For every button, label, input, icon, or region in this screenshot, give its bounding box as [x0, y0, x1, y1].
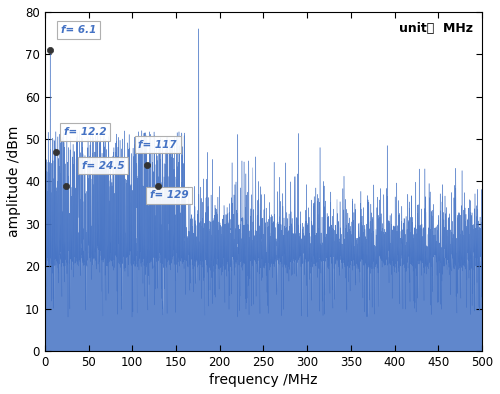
Text: unit：  MHz: unit： MHz	[400, 22, 473, 35]
X-axis label: frequency /MHz: frequency /MHz	[209, 373, 318, 387]
Y-axis label: amplitude /dBm: amplitude /dBm	[7, 126, 21, 237]
Text: f= 129: f= 129	[150, 190, 188, 201]
Text: f= 24.5: f= 24.5	[82, 161, 124, 171]
Text: f= 12.2: f= 12.2	[64, 127, 106, 137]
Text: f= 6.1: f= 6.1	[60, 25, 96, 35]
Text: f= 117: f= 117	[138, 139, 177, 150]
